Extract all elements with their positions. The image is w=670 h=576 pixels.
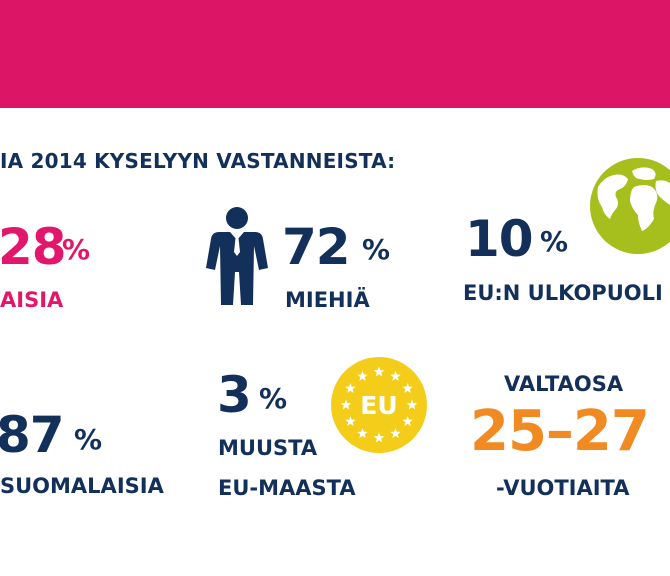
man-icon-body xyxy=(206,232,268,305)
age-bottom-label: -VUOTIAITA xyxy=(496,476,630,500)
non-eu-percent-value: 10 xyxy=(465,210,534,268)
eu-star xyxy=(373,432,385,443)
eu-star xyxy=(402,383,413,393)
globe-icon-land-americas xyxy=(597,174,628,219)
man-icon xyxy=(206,206,268,306)
age-range-value: 25–27 xyxy=(470,399,650,464)
survey-heading: IA 2014 KYSELYYN VASTANNEISTA: xyxy=(0,149,396,173)
eu-flag-icon: EU xyxy=(330,356,428,454)
globe-icon-land-europe xyxy=(632,167,656,180)
header-banner xyxy=(0,0,670,108)
man-icon-tie xyxy=(234,238,240,256)
man-icon-collar xyxy=(230,232,244,240)
eu-flag-icon-stars xyxy=(340,366,418,443)
eu-star xyxy=(357,370,368,381)
globe-icon-land-africa xyxy=(630,185,658,231)
women-percent-sign: % xyxy=(62,233,91,266)
women-label: AISIA xyxy=(0,288,64,312)
eu-star xyxy=(390,428,401,439)
men-percent-sign: % xyxy=(362,233,391,266)
eu-flag-icon-disc xyxy=(331,357,427,453)
man-icon-head xyxy=(226,207,248,229)
eu-star xyxy=(345,383,356,393)
eu-star xyxy=(390,370,401,381)
other-eu-label-line1: MUUSTA xyxy=(218,436,318,460)
non-eu-label: EU:N ULKOPUOLI xyxy=(463,281,663,305)
eu-star xyxy=(345,416,356,426)
eu-star xyxy=(357,428,368,439)
men-percent-value: 72 xyxy=(282,218,351,276)
age-top-label: VALTAOSA xyxy=(504,372,624,396)
other-eu-percent-sign: % xyxy=(259,382,288,415)
eu-star xyxy=(340,399,352,410)
women-percent-value: 28 xyxy=(0,218,67,276)
globe-icon xyxy=(590,157,670,255)
globe-icon-land-asia xyxy=(655,180,670,205)
men-label: MIEHIÄ xyxy=(285,288,370,312)
finnish-label: SUOMALAISIA xyxy=(0,474,164,498)
finnish-percent-value: 87 xyxy=(0,406,65,464)
eu-star xyxy=(406,399,418,410)
non-eu-percent-sign: % xyxy=(540,225,569,258)
finnish-percent-sign: % xyxy=(74,423,103,456)
other-eu-percent-value: 3 xyxy=(217,366,252,424)
eu-star xyxy=(402,416,413,426)
other-eu-label-line2: EU-MAASTA xyxy=(218,476,356,500)
eu-flag-icon-text: EU xyxy=(360,391,397,420)
eu-star xyxy=(373,366,385,377)
